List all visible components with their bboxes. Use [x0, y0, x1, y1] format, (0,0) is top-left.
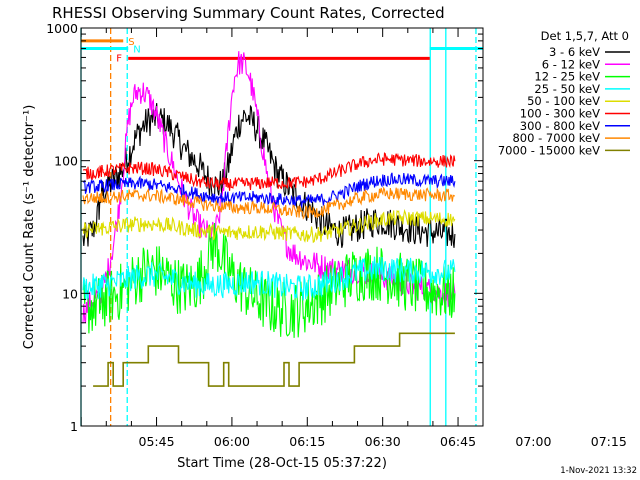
x-axis-ticks: 05:45 06:00 06:15 06:30 06:45 07:00 07:15: [80, 28, 627, 449]
x-tick-label: 05:45: [139, 434, 175, 449]
segment-label-f: F: [116, 53, 122, 64]
chart-title: RHESSI Observing Summary Count Rates, Co…: [52, 4, 445, 22]
legend-entry-25-50-kev: 25 - 50 keV: [534, 82, 600, 96]
x-tick-label: 06:45: [440, 434, 476, 449]
series-line-6-12-kev: [82, 51, 456, 324]
series-line-800-7000-kev: [82, 186, 456, 220]
segment-label-n: N: [133, 45, 140, 56]
y-axis-label: Corrected Count Rate (s⁻¹ detector⁻¹): [22, 105, 37, 350]
legend-entry-12-25-kev: 12 - 25 keV: [534, 70, 600, 84]
x-tick-label: 07:00: [515, 434, 551, 449]
series-line-7000-15000-kev: [93, 332, 455, 387]
y-tick-label: 100: [54, 154, 78, 169]
legend-entry-800-7000-kev: 800 - 7000 keV: [512, 131, 600, 145]
x-axis-label: Start Time (28-Oct-15 05:37:22): [177, 456, 387, 471]
legend-entry-6-12-kev: 6 - 12 keV: [542, 57, 600, 71]
series-line-12-25-kev: [82, 222, 456, 338]
legend-entry-50-100-kev: 50 - 100 keV: [527, 94, 600, 108]
legend-entry-3-6-kev: 3 - 6 keV: [549, 45, 600, 59]
time-segments: SNF: [81, 37, 483, 64]
series-line-50-100-kev: [82, 208, 456, 244]
x-tick-label: 06:15: [289, 434, 325, 449]
legend-entry-100-300-kev: 100 - 300 keV: [520, 107, 600, 121]
x-tick-label: 06:30: [365, 434, 401, 449]
y-tick-label: 1: [70, 419, 78, 434]
series-lines: [82, 51, 456, 387]
x-tick-label: 06:00: [214, 434, 250, 449]
series-line-300-800-kev: [82, 172, 456, 208]
timestamp: 1-Nov-2021 13:32: [560, 466, 637, 476]
legend-entry-7000-15000-kev: 7000 - 15000 keV: [498, 143, 600, 157]
y-tick-label: 1000: [46, 21, 78, 36]
segment-label-s: S: [128, 37, 134, 48]
y-tick-label: 10: [62, 286, 78, 301]
legend-entry-300-800-kev: 300 - 800 keV: [520, 119, 600, 133]
x-tick-label: 07:15: [591, 434, 627, 449]
legend-title: Det 1,5,7, Att 0: [541, 29, 629, 43]
series-line-25-50-kev: [82, 256, 456, 301]
y-axis-ticks: 1 10 100 1000: [46, 21, 483, 434]
series-line-100-300-kev: [82, 152, 456, 191]
